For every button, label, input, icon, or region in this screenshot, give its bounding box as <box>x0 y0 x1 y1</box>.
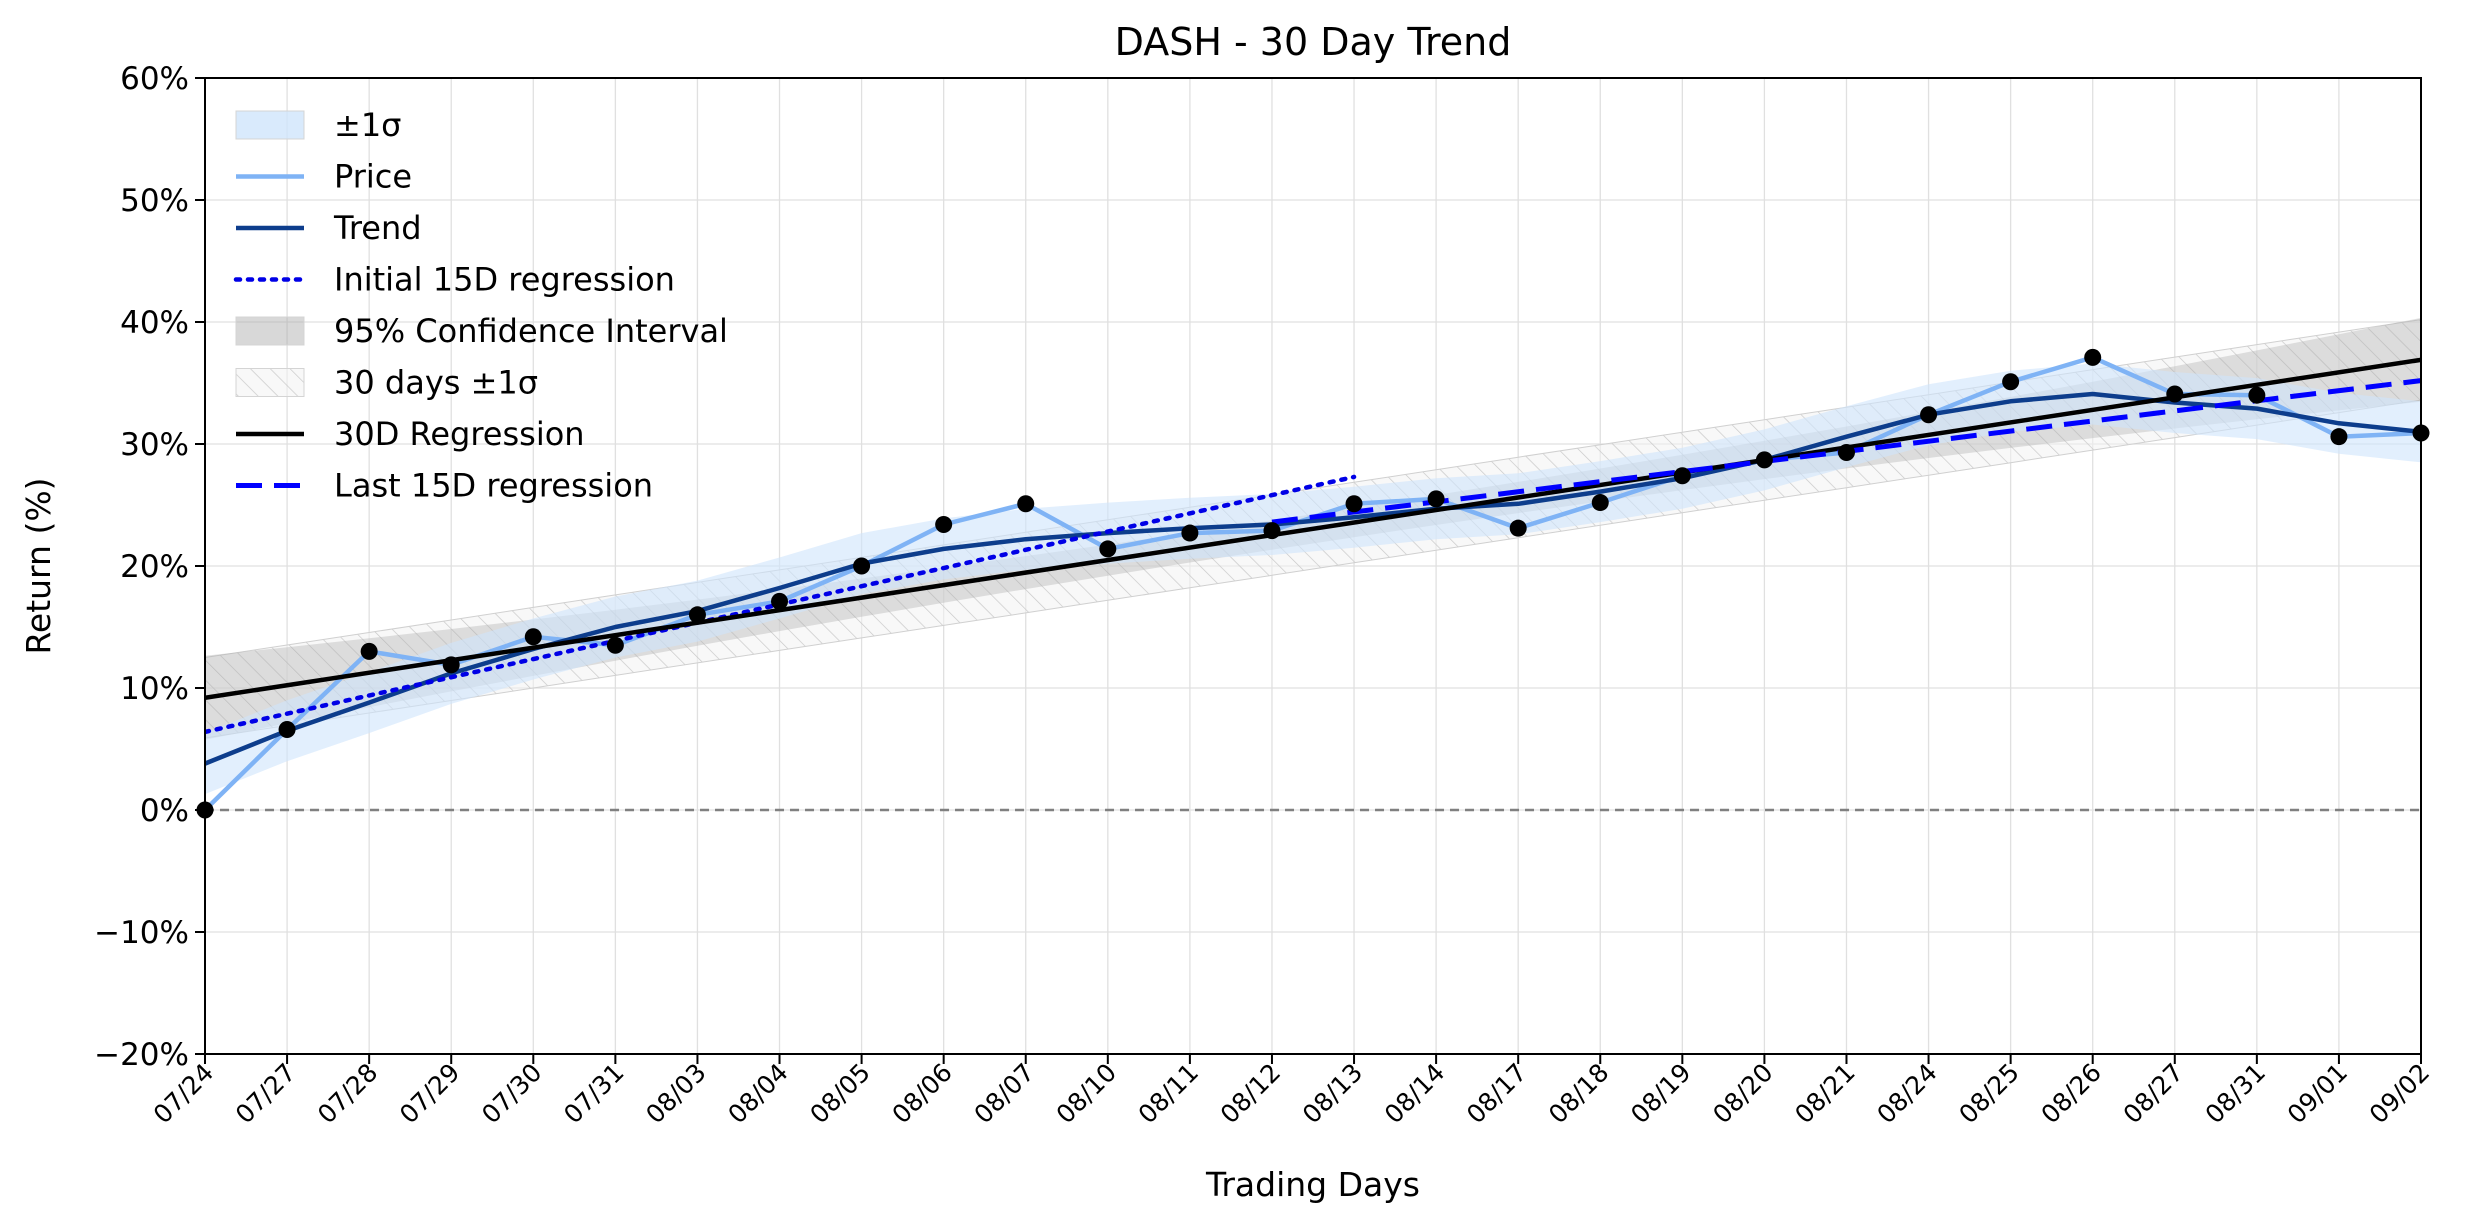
x-tick-label: 08/25 <box>1953 1058 2024 1129</box>
x-tick-label: 08/07 <box>969 1058 1040 1129</box>
price-marker <box>278 720 296 738</box>
price-marker <box>2084 348 2102 366</box>
price-marker <box>606 636 624 654</box>
y-tick-label: −10% <box>94 915 189 951</box>
price-marker <box>1181 524 1199 542</box>
y-tick-label: 30% <box>120 427 189 463</box>
x-tick-label: 08/14 <box>1379 1058 1450 1129</box>
x-tick-label: 08/11 <box>1133 1058 1204 1129</box>
x-tick-label: 08/10 <box>1051 1058 1122 1129</box>
price-marker <box>771 592 789 610</box>
x-tick-label: 08/26 <box>2035 1058 2106 1129</box>
chart-title: DASH - 30 Day Trend <box>1115 20 1512 64</box>
x-tick-label: 07/28 <box>312 1058 383 1129</box>
y-tick-label: 40% <box>120 305 189 341</box>
x-tick-label: 08/03 <box>640 1058 711 1129</box>
price-marker <box>2330 428 2348 446</box>
price-marker <box>1427 490 1445 508</box>
x-tick-label: 09/02 <box>2364 1058 2435 1129</box>
legend-label: Initial 15D regression <box>334 261 675 299</box>
x-tick-label: 08/31 <box>2200 1058 2271 1129</box>
price-marker <box>2166 385 2184 403</box>
price-marker <box>853 557 871 575</box>
legend-label: Trend <box>333 209 422 247</box>
y-tick-label: 0% <box>140 793 189 829</box>
series-trend-line <box>205 391 2421 766</box>
x-tick-label: 07/29 <box>394 1058 465 1129</box>
price-markers <box>196 348 2430 819</box>
x-axis: 07/24 07/27 07/28 07/29 07/30 07/31 08/03 08/04… <box>148 1054 2435 1129</box>
y-tick-label: 10% <box>120 671 189 707</box>
price-marker <box>688 606 706 624</box>
x-tick-label: 08/05 <box>804 1058 875 1129</box>
x-tick-label: 08/12 <box>1215 1058 1286 1129</box>
price-marker <box>1591 494 1609 512</box>
price-marker <box>1345 495 1363 513</box>
legend-label: 30 days ±1σ <box>334 364 538 402</box>
price-marker <box>1017 495 1035 513</box>
price-marker <box>2002 373 2020 391</box>
x-tick-label: 07/27 <box>230 1058 301 1129</box>
legend-label: 30D Regression <box>334 415 585 453</box>
price-marker <box>935 516 953 534</box>
price-marker <box>1099 540 1117 558</box>
price-marker <box>1755 451 1773 469</box>
x-tick-label: 08/17 <box>1461 1058 1532 1129</box>
y-axis-title: Return (%) <box>19 477 58 654</box>
price-marker <box>1509 519 1527 537</box>
x-tick-label: 08/24 <box>1871 1058 1942 1129</box>
y-tick-label: −20% <box>94 1037 189 1073</box>
x-tick-label: 07/30 <box>476 1058 547 1129</box>
series-30d-regression <box>205 357 2421 700</box>
x-tick-label: 08/13 <box>1297 1058 1368 1129</box>
price-marker <box>360 642 378 660</box>
x-tick-label: 09/01 <box>2282 1058 2353 1129</box>
y-tick-label: 20% <box>120 549 189 585</box>
legend-swatch <box>235 110 305 140</box>
price-marker <box>442 656 460 674</box>
x-axis-title: Trading Days <box>1205 1165 1420 1204</box>
x-tick-label: 08/04 <box>722 1058 793 1129</box>
legend-swatch <box>235 368 305 397</box>
legend-label: Last 15D regression <box>334 467 653 505</box>
price-marker <box>1263 522 1281 540</box>
legend: ±1σ Price Trend Initial 15D regression 95% C… <box>233 106 728 505</box>
x-tick-label: 08/27 <box>2118 1058 2189 1129</box>
legend-label: ±1σ <box>334 106 401 144</box>
x-tick-label: 08/06 <box>886 1058 957 1129</box>
price-marker <box>1673 467 1691 485</box>
legend-label: 95% Confidence Interval <box>334 312 728 350</box>
price-marker <box>1837 444 1855 462</box>
price-marker <box>1920 406 1938 424</box>
price-marker <box>2248 386 2266 404</box>
legend-label: Price <box>334 158 412 196</box>
y-tick-label: 50% <box>120 183 189 219</box>
x-tick-label: 08/19 <box>1625 1058 1696 1129</box>
legend-swatch <box>235 316 305 346</box>
y-tick-label: 60% <box>120 61 189 97</box>
y-axis: −20% −10% 0% 10% 20% 30% 40% 50% 60% <box>94 61 205 1073</box>
x-tick-label: 08/21 <box>1789 1058 1860 1129</box>
x-tick-label: 08/20 <box>1707 1058 1778 1129</box>
x-tick-label: 07/31 <box>558 1058 629 1129</box>
x-tick-label: 08/18 <box>1543 1058 1614 1129</box>
price-marker <box>524 628 542 646</box>
